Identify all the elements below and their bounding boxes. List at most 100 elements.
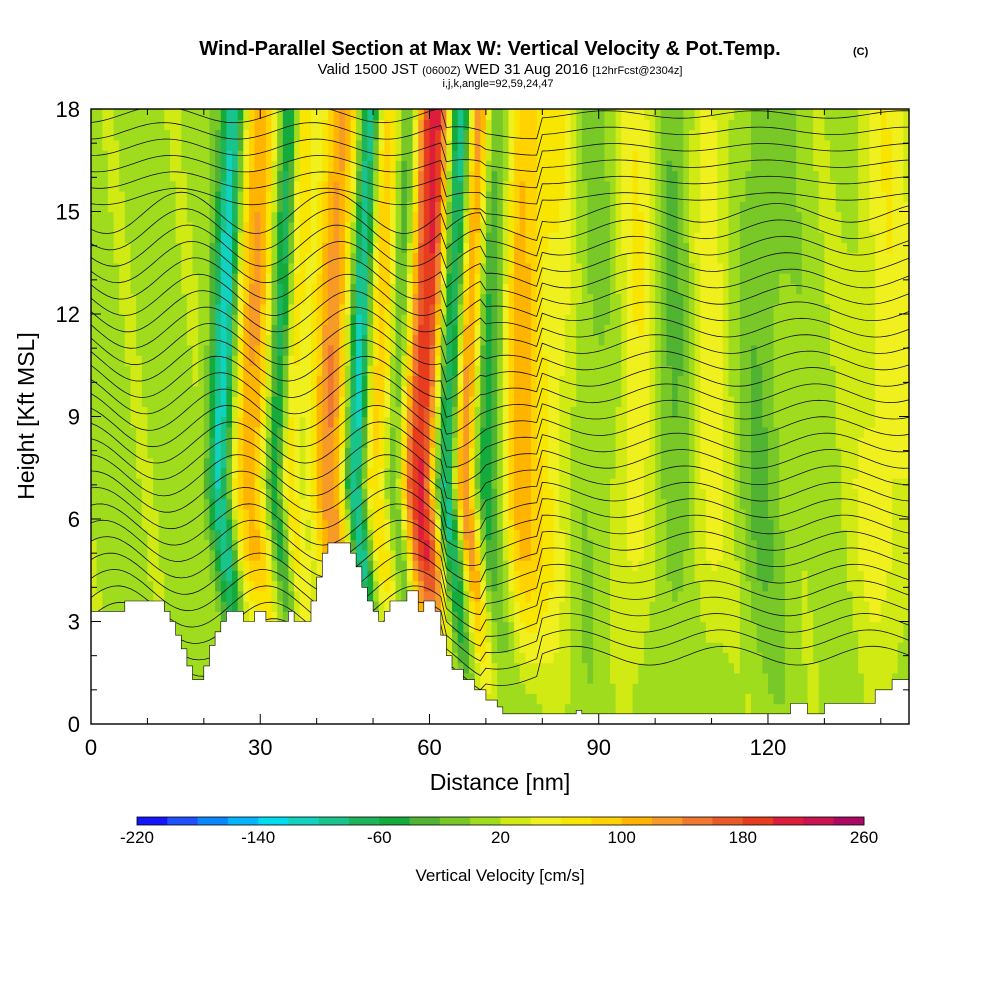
velocity-cell [423,529,431,541]
velocity-cell [615,672,622,684]
velocity-cell [762,457,769,469]
velocity-cell [666,642,673,653]
velocity-cell [350,508,357,520]
velocity-cell [903,529,909,541]
velocity-cell [796,590,803,602]
velocity-cell [587,539,594,551]
velocity-cell [260,457,267,469]
velocity-cell [621,693,628,705]
velocity-cell [406,478,414,489]
velocity-cell [576,488,583,500]
velocity-cell [593,570,600,582]
velocity-cell [570,549,577,561]
velocity-cell [124,580,132,592]
velocity-cell [649,611,656,623]
velocity-cell [705,601,713,612]
velocity-cell [869,621,876,633]
velocity-cell [762,437,769,448]
velocity-cell [525,662,532,674]
velocity-cell [564,447,572,459]
velocity-cell [271,488,278,500]
velocity-cell [852,580,859,592]
velocity-cell [542,693,549,705]
velocity-cell [170,457,177,469]
velocity-cell [604,570,611,582]
velocity-cell [576,416,583,428]
velocity-cell [610,385,617,397]
velocity-cell [130,580,137,592]
velocity-cell [536,539,543,551]
velocity-cell [722,416,730,428]
velocity-cell [305,601,312,612]
velocity-cell [587,447,594,459]
velocity-cell [107,467,115,479]
velocity-cell [474,385,481,397]
velocity-cell [711,406,718,418]
velocity-cell [463,539,470,551]
velocity-cell [525,560,532,571]
velocity-cell [344,416,352,428]
velocity-cell [260,549,267,561]
velocity-cell [903,478,909,489]
velocity-cell [91,478,98,489]
velocity-cell [232,447,239,459]
velocity-cell [581,467,589,479]
velocity-cell [305,590,312,602]
velocity-cell [722,683,730,694]
velocity-cell [869,416,876,428]
velocity-cell [311,375,318,387]
velocity-cell [717,693,724,705]
velocity-cell [717,467,724,479]
velocity-cell [305,406,312,418]
velocity-cell [835,683,842,694]
velocity-cell [164,590,171,602]
velocity-cell [198,601,205,612]
velocity-cell [858,549,865,561]
velocity-cell [288,580,295,592]
velocity-cell [406,406,414,418]
velocity-cell [863,375,871,387]
velocity-cell [705,478,713,489]
velocity-cell [435,488,442,500]
velocity-cell [858,611,865,623]
velocity-cell [852,662,859,674]
velocity-cell [773,693,780,705]
velocity-cell [835,467,842,479]
velocity-cell [519,416,526,428]
velocity-cell [525,478,532,489]
velocity-cell [875,601,882,612]
velocity-cell [880,375,888,387]
velocity-cell [412,549,419,561]
velocity-cell [666,467,673,479]
velocity-cell [739,662,747,674]
velocity-cell [553,529,560,541]
velocity-cell [198,447,205,459]
velocity-cell [141,457,149,469]
velocity-cell [626,580,634,592]
velocity-cell [666,375,673,387]
velocity-cell [249,570,256,582]
velocity-cell [683,498,690,510]
velocity-cell [198,426,205,438]
velocity-cell [260,385,267,397]
velocity-cell [615,642,622,653]
velocity-cell [734,662,741,674]
velocity-cell [401,508,408,520]
velocity-cell [824,642,831,653]
velocity-cell [717,416,724,428]
velocity-cell [480,611,487,623]
velocity-cell [299,385,306,397]
velocity-cell [801,375,809,387]
velocity-cell [384,375,391,387]
velocity-cell [378,365,385,377]
velocity-cell [841,693,848,705]
velocity-cell [700,457,707,469]
velocity-cell [779,447,786,459]
velocity-cell [249,580,256,592]
velocity-cell [886,437,893,448]
velocity-cell [626,662,634,674]
velocity-cell [249,426,256,438]
velocity-cell [536,662,543,674]
velocity-cell [497,519,504,530]
velocity-cell [153,560,160,571]
